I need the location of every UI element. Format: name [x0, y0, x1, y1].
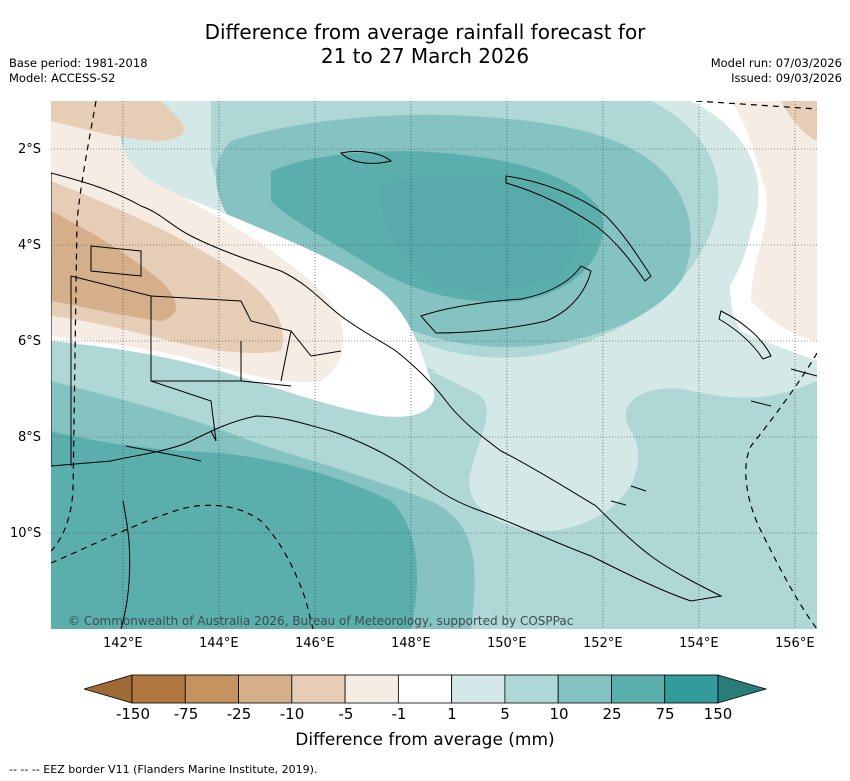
title-line-2: 21 to 27 March 2026	[320, 44, 530, 68]
colorbar-cell	[131, 674, 186, 704]
meta-left: Base period: 1981-2018 Model: ACCESS-S2	[9, 56, 148, 86]
eez-legend-note: -- -- -- EEZ border V11 (Flanders Marine…	[9, 763, 318, 776]
new-guinea-coast	[51, 172, 723, 602]
colorbar-cell	[451, 674, 506, 704]
colorbar-extend-max	[717, 674, 768, 704]
copyright-notice: © Commonwealth of Australia 2026, Bureau…	[68, 614, 574, 628]
zone-south-25-75	[51, 431, 417, 629]
lon-tick-150e: 150°E	[487, 636, 527, 651]
eez-east	[745, 352, 817, 629]
title-line-1: Difference from average rainfall forecas…	[204, 20, 646, 44]
colorbar-extend-min	[84, 674, 133, 704]
rainfall-map	[51, 101, 817, 629]
cb-label-p5: 5	[500, 705, 510, 723]
cb-label-p75: 75	[655, 705, 675, 723]
lon-tick-148e: 148°E	[391, 636, 431, 651]
issued-date: Issued: 09/03/2026	[731, 71, 842, 85]
cb-label-m10: -10	[279, 705, 305, 723]
colorbar-cell	[504, 674, 559, 704]
cb-label-p1: 1	[447, 705, 457, 723]
cb-label-m150: -150	[115, 705, 151, 723]
lat-tick-10s: 10°S	[10, 526, 42, 541]
meta-right: Model run: 07/03/2026 Issued: 09/03/2026	[711, 56, 842, 86]
lon-tick-146e: 146°E	[295, 636, 335, 651]
gridlines	[51, 101, 817, 629]
base-period: Base period: 1981-2018	[9, 56, 148, 70]
lon-tick-144e: 144°E	[199, 636, 239, 651]
bougainville-coast	[718, 310, 772, 360]
model-name: Model: ACCESS-S2	[9, 71, 116, 85]
colorbar-cell	[557, 674, 612, 704]
colorbar-cell	[238, 674, 293, 704]
lat-tick-6s: 6°S	[18, 334, 42, 349]
map-title: Difference from average rainfall forecas…	[0, 20, 850, 68]
model-run: Model run: 07/03/2026	[710, 56, 842, 70]
new-britain-coast	[420, 265, 592, 334]
new-ireland-coast	[505, 175, 652, 282]
eez-west	[51, 101, 97, 552]
cb-label-p10: 10	[549, 705, 569, 723]
colorbar	[84, 674, 768, 704]
lon-tick-154e: 154°E	[679, 636, 719, 651]
province-box	[90, 245, 142, 277]
colorbar-title: Difference from average (mm)	[295, 730, 555, 750]
small-islands	[610, 368, 817, 506]
colorbar-cell	[664, 674, 719, 704]
lon-tick-156e: 156°E	[775, 636, 815, 651]
zone-north-core	[381, 174, 579, 292]
eez-south	[51, 504, 314, 629]
zone-nw-dry	[51, 101, 185, 141]
cb-label-p25: 25	[602, 705, 622, 723]
cb-label-m1: -1	[391, 705, 407, 723]
zone-east-dry2	[781, 101, 817, 141]
lon-tick-142e: 142°E	[103, 636, 143, 651]
colorbar-cell	[184, 674, 239, 704]
zone-east-dry	[731, 101, 817, 341]
colorbar-cell	[344, 674, 399, 704]
lat-tick-4s: 4°S	[18, 238, 42, 253]
fly-delta	[125, 445, 202, 462]
zone-land-dry-10-25	[51, 211, 176, 321]
province-lines	[150, 295, 342, 387]
cb-label-m5: -5	[338, 705, 354, 723]
colorbar-cell	[397, 674, 453, 704]
manus-coast	[339, 150, 393, 164]
eez-north	[695, 101, 817, 110]
cape-york-coast	[120, 500, 131, 629]
lat-tick-2s: 2°S	[18, 142, 42, 157]
lon-tick-152e: 152°E	[583, 636, 623, 651]
cb-label-m75: -75	[173, 705, 199, 723]
cb-label-p150: 150	[703, 705, 733, 723]
colorbar-cell	[291, 674, 346, 704]
cb-label-m25: -25	[226, 705, 252, 723]
lat-tick-8s: 8°S	[18, 430, 42, 445]
colorbar-cell	[611, 674, 666, 704]
